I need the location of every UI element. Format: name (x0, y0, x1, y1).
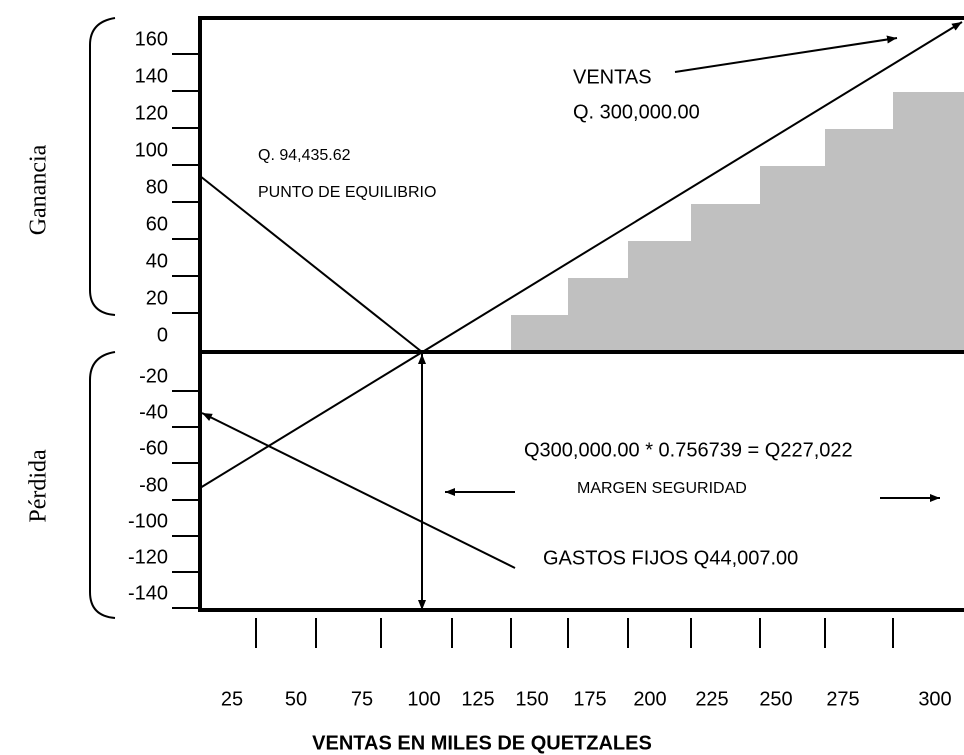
gain-label: Ganancia (26, 144, 52, 235)
y-tick-label: 40 (146, 250, 168, 272)
x-tick-label: 275 (826, 688, 859, 710)
x-tick-label: 300 (918, 688, 951, 710)
fixed-costs-label: GASTOS FIJOS Q44,007.00 (543, 547, 798, 569)
x-tick-label: 225 (695, 688, 728, 710)
y-tick-label: -140 (128, 582, 168, 604)
y-tick-label: 0 (157, 324, 168, 346)
x-tick-label: 150 (515, 688, 548, 710)
staircase (511, 92, 964, 352)
break-even-amount: Q. 94,435.62 (258, 147, 351, 164)
x-tick-label: 50 (285, 688, 307, 710)
x-tick-label: 75 (351, 688, 373, 710)
sales-amount: Q. 300,000.00 (573, 101, 700, 123)
x-tick-label: 175 (573, 688, 606, 710)
x-tick-label: 25 (221, 688, 243, 710)
x-tick-label: 100 (407, 688, 440, 710)
y-tick-label: 160 (135, 28, 168, 50)
margin-label: MARGEN SEGURIDAD (577, 480, 747, 497)
sales-label: VENTAS (573, 66, 652, 88)
x-axis-title: VENTAS EN MILES DE QUETZALES (312, 732, 652, 754)
frame (198, 16, 964, 612)
loss-label: Pérdida (26, 449, 52, 523)
x-tick-label: 125 (461, 688, 494, 710)
y-tick-label: 100 (135, 139, 168, 161)
y-tick-label: 140 (135, 65, 168, 87)
y-tick-label: -80 (139, 474, 168, 496)
y-tick-label: -40 (139, 401, 168, 423)
y-tick-label: 20 (146, 287, 168, 309)
x-tick-label: 200 (633, 688, 666, 710)
y-tick-label: -120 (128, 546, 168, 568)
y-tick-label: 120 (135, 102, 168, 124)
ticks (172, 53, 894, 648)
y-tick-label: -100 (128, 510, 168, 532)
y-tick-label: -60 (139, 437, 168, 459)
break-even-label: PUNTO DE EQUILIBRIO (258, 184, 436, 201)
margin-formula: Q300,000.00 * 0.756739 = Q227,022 (524, 439, 853, 461)
lines (89, 17, 963, 619)
y-tick-label: 60 (146, 213, 168, 235)
x-tick-label: 250 (759, 688, 792, 710)
y-tick-label: -20 (139, 365, 168, 387)
y-tick-label: 80 (146, 176, 168, 198)
